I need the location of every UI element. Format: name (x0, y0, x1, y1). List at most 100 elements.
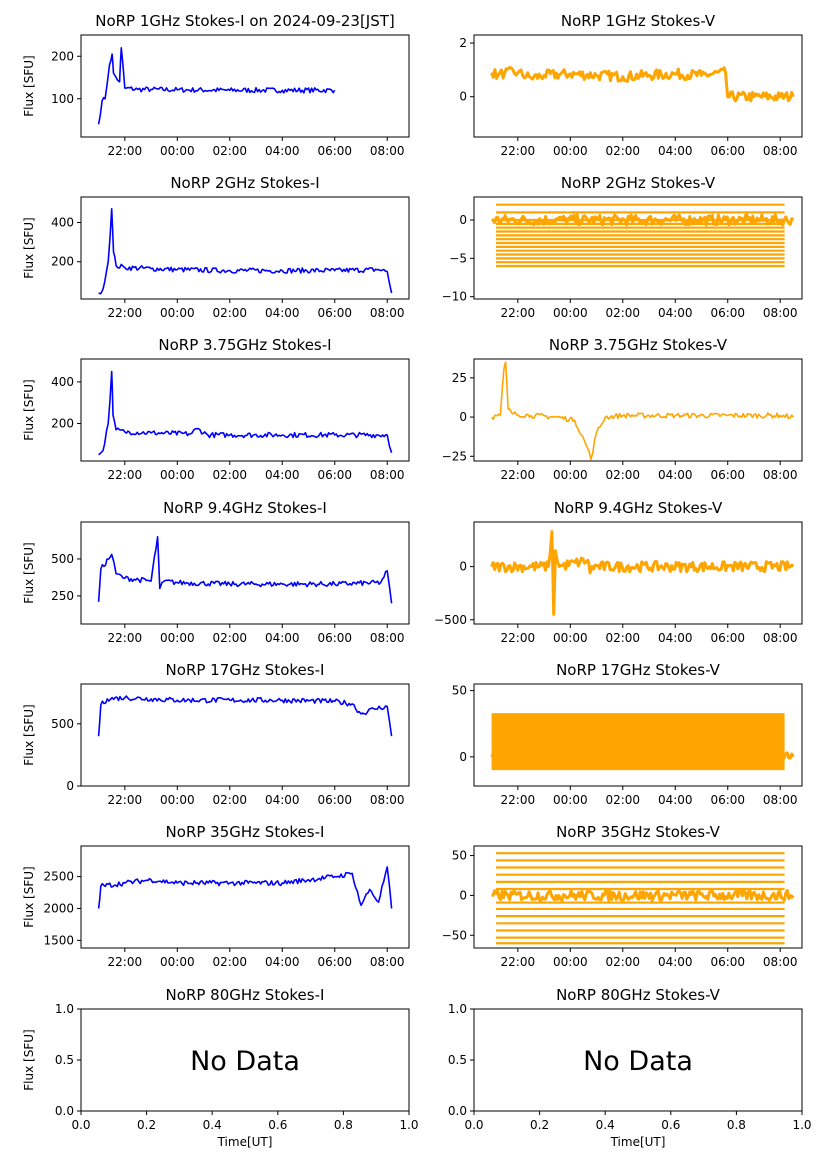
y-tick-label: 0.5 (55, 1053, 74, 1067)
x-tick-label: 02:00 (605, 306, 640, 320)
y-tick-label: 50 (452, 849, 467, 863)
y-tick-label: 400 (51, 216, 74, 230)
y-axis-label: Flux [SFU] (22, 866, 36, 927)
y-axis-label: Flux [SFU] (22, 379, 36, 440)
plot-area (490, 530, 795, 616)
plot-area (490, 66, 795, 103)
panel-p7v: NoRP 80GHz Stokes-V Time[UT] 0.0 0.5 1.0 0.0 0… (448, 986, 812, 1149)
x-tick-label: 22:00 (501, 306, 536, 320)
x-axis-label: Time[UT] (217, 1135, 273, 1149)
x-tick-label: 06:00 (710, 631, 745, 645)
x-tick-label: 08:00 (763, 955, 798, 969)
y-tick-label: 1500 (43, 933, 74, 947)
series-line (98, 208, 393, 295)
axes-frame (80, 683, 410, 787)
y-tick-label: −50 (442, 928, 467, 942)
x-axis-label: Time[UT] (610, 1135, 666, 1149)
y-tick-label: 1.0 (448, 1002, 467, 1016)
x-tick-label: 04:00 (265, 306, 300, 320)
y-tick-label: 0 (459, 888, 467, 902)
x-tick-label: 00:00 (553, 468, 588, 482)
x-tick-label: 06:00 (317, 306, 352, 320)
x-tick-label: 00:00 (553, 306, 588, 320)
x-tick-label: 04:00 (658, 306, 693, 320)
x-tick-label: 04:00 (265, 631, 300, 645)
x-tick-label: 04:00 (265, 468, 300, 482)
x-tick-label: 06:00 (710, 955, 745, 969)
chart-title: NoRP 3.75GHz Stokes-V (549, 336, 728, 354)
series-line (97, 695, 393, 737)
x-tick-label: 00:00 (553, 793, 588, 807)
axes-frame (80, 521, 410, 625)
axes-frame (473, 358, 803, 462)
chart-title: NoRP 9.4GHz Stokes-I (163, 499, 327, 517)
x-tick-label: 02:00 (605, 144, 640, 158)
y-tick-label: 0 (459, 750, 467, 764)
panel-p1i: NoRP 1GHz Stokes-I on 2024-09-23[JST] Flu… (22, 12, 410, 158)
y-tick-label: 400 (51, 375, 74, 389)
x-tick-label: 02:00 (212, 306, 247, 320)
x-tick-label: 22:00 (501, 144, 536, 158)
x-tick-label: 04:00 (658, 955, 693, 969)
no-data-text: No Data (583, 1046, 693, 1077)
x-tick-label: 22:00 (108, 144, 143, 158)
axes-frame (80, 845, 410, 949)
x-tick-label: 02:00 (212, 631, 247, 645)
x-tick-label: 00:00 (160, 306, 195, 320)
panel-p6i: NoRP 35GHz Stokes-I Flux [SFU] 1500 2000 250… (22, 823, 410, 969)
x-tick-label: 02:00 (212, 468, 247, 482)
axes-frame (80, 358, 410, 462)
x-tick-label: 04:00 (658, 793, 693, 807)
x-tick-label: 02:00 (212, 955, 247, 969)
x-tick-label: 08:00 (763, 306, 798, 320)
x-tick-label: 00:00 (553, 144, 588, 158)
x-tick-label: 00:00 (553, 955, 588, 969)
x-tick-label: 08:00 (370, 955, 405, 969)
plot-area (491, 852, 795, 945)
x-tick-label: 06:00 (317, 144, 352, 158)
x-tick-label: 02:00 (212, 793, 247, 807)
x-tick-label: 0.2 (530, 1118, 549, 1132)
x-tick-label: 06:00 (317, 631, 352, 645)
x-tick-label: 00:00 (160, 793, 195, 807)
y-tick-label: 2000 (43, 901, 74, 915)
noise-band (491, 713, 785, 771)
x-tick-label: 04:00 (658, 631, 693, 645)
x-tick-label: 02:00 (212, 144, 247, 158)
y-tick-label: −10 (442, 290, 467, 304)
x-tick-label: 1.0 (399, 1118, 418, 1132)
axes-frame (473, 34, 803, 138)
x-tick-label: 08:00 (370, 631, 405, 645)
panel-p5v: NoRP 17GHz Stokes-V 0 50 22:00 00:00 02:00 04:… (452, 661, 803, 807)
y-tick-label: 0 (459, 560, 467, 574)
x-tick-label: 0.8 (727, 1118, 746, 1132)
chart-title: NoRP 35GHz Stokes-I (166, 823, 325, 841)
x-tick-label: 06:00 (710, 306, 745, 320)
chart-title: NoRP 9.4GHz Stokes-V (554, 499, 723, 517)
x-tick-label: 22:00 (501, 468, 536, 482)
chart-title: NoRP 2GHz Stokes-V (561, 174, 716, 192)
y-axis-label: Flux [SFU] (22, 55, 36, 116)
y-tick-label: 250 (51, 589, 74, 603)
axes-frame (473, 683, 803, 787)
axes-frame (473, 521, 803, 625)
x-tick-label: 06:00 (317, 468, 352, 482)
x-tick-label: 08:00 (370, 793, 405, 807)
x-tick-label: 22:00 (501, 631, 536, 645)
x-tick-label: 22:00 (108, 468, 143, 482)
series-line (98, 370, 393, 456)
axes-frame (473, 845, 803, 949)
y-tick-label: 100 (51, 92, 74, 106)
y-tick-label: 50 (452, 684, 467, 698)
x-tick-label: 08:00 (763, 631, 798, 645)
axes-frame (473, 196, 803, 300)
x-tick-label: 0.0 (464, 1118, 483, 1132)
series-line (491, 213, 795, 227)
x-tick-label: 0.6 (268, 1118, 287, 1132)
x-tick-label: 06:00 (317, 793, 352, 807)
panel-p2i: NoRP 2GHz Stokes-I Flux [SFU] 200 400 22:00 0… (22, 174, 410, 320)
panel-p3i: NoRP 3.75GHz Stokes-I Flux [SFU] 200 400 22:… (22, 336, 410, 482)
x-tick-label: 08:00 (370, 468, 405, 482)
chart-title: NoRP 80GHz Stokes-I (166, 986, 325, 1004)
